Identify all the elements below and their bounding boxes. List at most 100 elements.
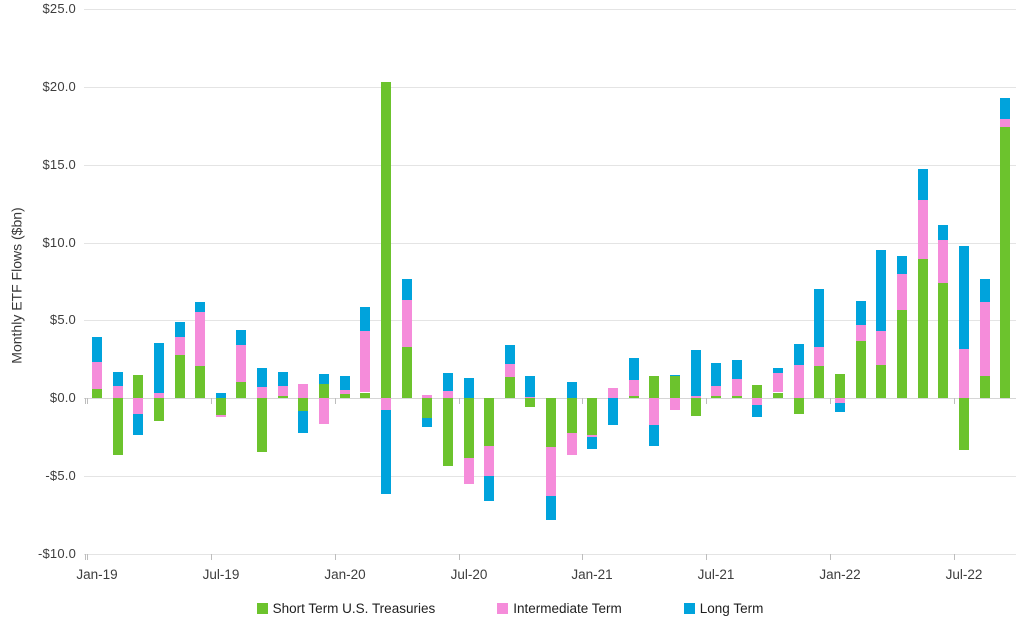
bar-segment: [154, 342, 164, 394]
x-axis-tick-label: Jul-21: [697, 567, 735, 582]
bar-segment: [443, 398, 453, 467]
bar-segment: [422, 418, 432, 427]
bar-segment: [298, 398, 308, 412]
bar-segment: [422, 398, 432, 419]
bar-segment: [980, 301, 990, 377]
bar-segment: [959, 398, 969, 451]
bar-segment: [92, 388, 102, 398]
x-axis-tick: [706, 554, 707, 560]
bar-segment: [298, 411, 308, 433]
bar-segment: [814, 289, 824, 347]
x-axis-tick-label: Jan-21: [571, 567, 613, 582]
y-gridline: [84, 87, 1016, 88]
intermediate-term-swatch-icon: [497, 603, 509, 614]
x-axis-tick: [85, 398, 86, 404]
bar-segment: [298, 384, 308, 398]
bar-segment: [546, 398, 556, 447]
bar-segment: [175, 336, 185, 356]
bar-segment: [340, 389, 350, 395]
bar-segment: [484, 475, 494, 501]
bar-segment: [505, 345, 515, 364]
bar-segment: [278, 371, 288, 386]
bar-segment: [236, 381, 246, 398]
y-axis-tick-label: $5.0: [49, 312, 76, 327]
bar-segment: [835, 403, 845, 412]
x-axis-tick: [582, 398, 583, 404]
bar-segment: [92, 362, 102, 389]
bar-segment: [691, 349, 701, 397]
y-axis-tick-label: -$10.0: [37, 546, 76, 561]
bar-segment: [711, 385, 721, 397]
legend-label: Intermediate Term: [513, 601, 622, 616]
bar-segment: [897, 273, 907, 311]
bar-segment: [484, 446, 494, 476]
bar-segment: [175, 321, 185, 337]
bar-segment: [484, 398, 494, 447]
bar-segment: [814, 366, 824, 398]
bar-segment: [216, 392, 226, 398]
bar-segment: [1000, 97, 1010, 119]
legend-label: Short Term U.S. Treasuries: [272, 601, 436, 616]
x-axis-tick: [85, 554, 86, 560]
legend-item-long-term: Long Term: [683, 601, 764, 616]
bar-segment: [794, 343, 804, 365]
bar-segment: [360, 307, 370, 332]
bar-segment: [670, 376, 680, 398]
bar-segment: [980, 279, 990, 302]
bar-segment: [691, 398, 701, 416]
bar-segment: [856, 324, 866, 342]
bar-segment: [897, 255, 907, 274]
bar-segment: [732, 359, 742, 379]
bar-segment: [216, 415, 226, 418]
x-axis-tick: [582, 554, 583, 560]
bar-segment: [711, 363, 721, 386]
bar-segment: [546, 447, 556, 496]
x-axis-tick-label: Jul-20: [450, 567, 488, 582]
y-axis-tick-label: $25.0: [42, 1, 76, 16]
x-axis-tick: [87, 398, 88, 404]
bar-segment: [587, 436, 597, 450]
y-gridline: [84, 165, 1016, 166]
bar-segment: [918, 168, 928, 200]
bar-segment: [959, 245, 969, 349]
bar-segment: [505, 377, 515, 398]
bar-segment: [133, 374, 143, 398]
bar-segment: [319, 398, 329, 424]
bar-segment: [773, 373, 783, 393]
bar-segment: [216, 398, 226, 416]
bar-segment: [1000, 118, 1010, 127]
x-axis-tick: [211, 398, 212, 404]
x-axis-tick-label: Jul-22: [945, 567, 983, 582]
legend-item-intermediate-term: Intermediate Term: [497, 601, 622, 616]
bar-segment: [257, 367, 267, 388]
bar-segment: [464, 398, 474, 458]
bar-segment: [629, 380, 639, 397]
bar-segment: [876, 249, 886, 332]
y-gridline: [84, 9, 1016, 10]
bar-segment: [464, 377, 474, 398]
y-gridline: [84, 320, 1016, 321]
y-axis-title: Monthly ETF Flows ($bn): [8, 207, 25, 364]
bar-segment: [918, 258, 928, 398]
x-axis-tick: [335, 398, 336, 404]
bar-segment: [133, 398, 143, 414]
bar-segment: [567, 433, 577, 455]
x-axis-tick: [335, 554, 336, 560]
bar-segment: [195, 311, 205, 367]
bar-segment: [443, 391, 453, 398]
bar-segment: [980, 376, 990, 398]
bar-segment: [918, 199, 928, 259]
bar-segment: [608, 398, 618, 426]
bar-segment: [381, 82, 391, 398]
x-axis-tick-label: Jul-19: [202, 567, 240, 582]
bar-segment: [649, 398, 659, 426]
long-term-swatch-icon: [683, 603, 695, 614]
legend-label: Long Term: [699, 601, 764, 616]
bar-segment: [835, 398, 845, 404]
y-axis-tick-label: $10.0: [42, 235, 76, 250]
bar-segment: [773, 367, 783, 374]
bar-segment: [959, 349, 969, 398]
bar-segment: [525, 396, 535, 398]
chart-legend: Short Term U.S. Treasuries Intermediate …: [0, 601, 1020, 616]
bar-segment: [649, 425, 659, 447]
